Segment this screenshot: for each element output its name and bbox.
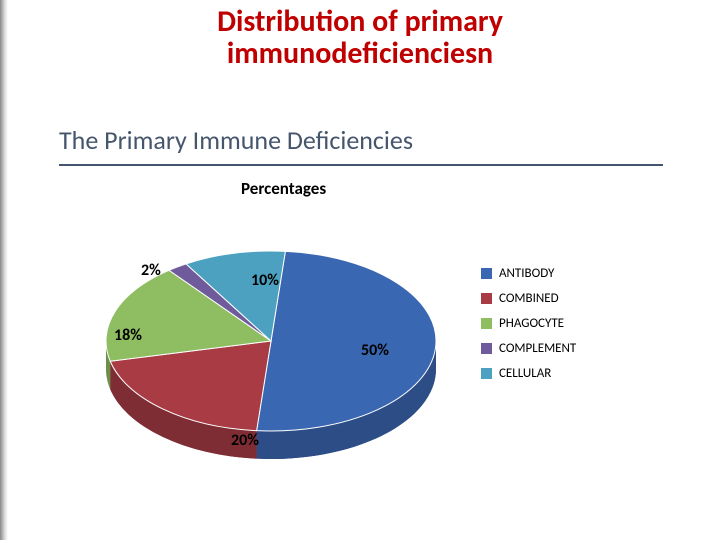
slide: Distribution of primary immunodeficienci… — [0, 0, 720, 540]
legend-item: PHAGOCYTE — [481, 316, 576, 331]
legend-swatch — [481, 343, 492, 354]
chart-subtitle: Percentages — [241, 178, 326, 199]
legend-swatch — [481, 293, 492, 304]
slice-percent-label: 18% — [114, 326, 142, 345]
legend-swatch — [481, 268, 492, 279]
legend-item: COMPLEMENT — [481, 341, 576, 356]
slice-percent-label: 2% — [141, 261, 161, 280]
chart-heading-underline — [59, 164, 663, 166]
legend-swatch — [481, 368, 492, 379]
chart-container: The Primary Immune Deficiencies Percenta… — [40, 115, 682, 497]
pie-chart: 50% 20% 18% 2% 10% — [101, 226, 441, 476]
legend-item: CELLULAR — [481, 366, 576, 381]
legend-item: ANTIBODY — [481, 266, 576, 281]
slice-percent-label: 20% — [231, 431, 259, 450]
legend-label: ANTIBODY — [499, 266, 554, 281]
slide-left-gradient — [0, 0, 8, 540]
slide-title-line-2: immunodeficienciesn — [227, 35, 493, 72]
legend-label: COMBINED — [499, 291, 559, 306]
slice-percent-label: 10% — [251, 271, 279, 290]
slice-percent-label: 50% — [361, 341, 389, 360]
legend-label: COMPLEMENT — [499, 341, 576, 356]
legend-swatch — [481, 318, 492, 329]
legend-label: PHAGOCYTE — [499, 316, 564, 331]
legend-item: COMBINED — [481, 291, 576, 306]
slide-title: Distribution of primary immunodeficienci… — [0, 6, 720, 71]
chart-heading: The Primary Immune Deficiencies — [59, 124, 413, 156]
chart-legend: ANTIBODY COMBINED PHAGOCYTE COMPLEMENT CELLU… — [481, 266, 576, 391]
legend-label: CELLULAR — [499, 366, 551, 381]
